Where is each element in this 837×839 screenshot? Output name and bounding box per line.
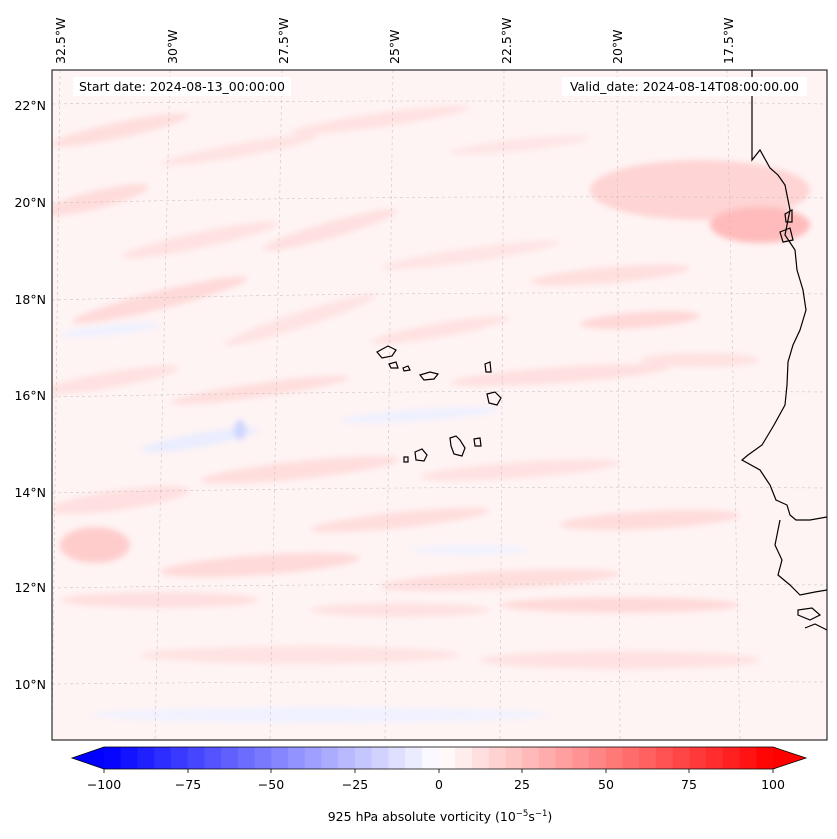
- colorbar-segments: [104, 747, 774, 769]
- lat-labels: 22°N 20°N 18°N 16°N 14°N 12°N 10°N: [14, 98, 46, 692]
- colorbar: −100 −75 −50 −25 0 25 50 75 100 925 hPa …: [70, 746, 808, 824]
- colorbar-segment: [706, 747, 724, 769]
- lon-label: 20°W: [610, 29, 625, 64]
- colorbar-segment: [622, 747, 640, 769]
- colorbar-label: 925 hPa absolute vorticity (10−5s−1): [328, 809, 553, 824]
- lat-label: 12°N: [14, 580, 46, 595]
- colorbar-segment: [655, 747, 674, 769]
- colorbar-segment: [271, 747, 289, 769]
- lon-labels: 32.5°W 30°W 27.5°W 25°W 22.5°W 20°W 17.5…: [53, 18, 736, 64]
- colorbar-segment: [572, 747, 590, 769]
- colorbar-segment: [538, 747, 557, 769]
- vorticity-field: [52, 70, 827, 740]
- colorbar-label-end: ): [547, 809, 552, 824]
- colorbar-segment: [120, 747, 139, 769]
- colorbar-segment: [756, 747, 774, 769]
- colorbar-segment: [187, 747, 205, 769]
- colorbar-segment: [221, 747, 239, 769]
- lat-label: 18°N: [14, 292, 46, 307]
- lat-label: 10°N: [14, 677, 46, 692]
- colorbar-segment: [605, 747, 624, 769]
- colorbar-tick-label: −100: [87, 777, 121, 792]
- colorbar-segment: [471, 747, 490, 769]
- colorbar-segment: [739, 747, 757, 769]
- colorbar-tick-label: 75: [681, 777, 697, 792]
- colorbar-segment: [321, 747, 339, 769]
- colorbar-segment: [237, 747, 256, 769]
- colorbar-segment: [522, 747, 540, 769]
- colorbar-segment: [438, 747, 456, 769]
- colorbar-extend-max: [773, 747, 806, 769]
- lon-label: 30°W: [165, 29, 180, 64]
- lon-label: 25°W: [387, 29, 402, 64]
- colorbar-segment: [304, 747, 323, 769]
- colorbar-segment: [254, 747, 272, 769]
- lon-label: 22.5°W: [499, 18, 514, 64]
- colorbar-extend-min: [72, 747, 104, 769]
- colorbar-segment: [104, 747, 122, 769]
- colorbar-tick-label: 50: [598, 777, 614, 792]
- colorbar-label-main: 925 hPa absolute vorticity (10: [328, 809, 516, 824]
- colorbar-segment: [371, 747, 389, 769]
- lat-label: 16°N: [14, 388, 46, 403]
- colorbar-segment: [672, 747, 690, 769]
- colorbar-tick-label: −75: [175, 777, 201, 792]
- colorbar-label-mid: s: [528, 809, 535, 824]
- colorbar-segment: [388, 747, 406, 769]
- colorbar-segment: [287, 747, 306, 769]
- colorbar-label-exp2: −1: [535, 809, 548, 819]
- start-date-label: Start date: 2024-08-13_00:00:00: [73, 77, 291, 96]
- colorbar-segment: [170, 747, 189, 769]
- colorbar-ticks: [103, 769, 774, 773]
- valid-date-label: Valid_date: 2024-08-14T08:00:00.00: [561, 77, 807, 96]
- colorbar-segment: [405, 747, 423, 769]
- lon-label: 27.5°W: [276, 18, 291, 64]
- colorbar-segment: [505, 747, 523, 769]
- colorbar-segment: [455, 747, 473, 769]
- colorbar-segment: [639, 747, 657, 769]
- colorbar-tick-label: 100: [761, 777, 785, 792]
- colorbar-tick-label: 25: [514, 777, 530, 792]
- colorbar-segment: [154, 747, 172, 769]
- colorbar-label-exp1: −5: [516, 809, 529, 819]
- lon-label: 17.5°W: [721, 18, 736, 64]
- lat-label: 20°N: [14, 195, 46, 210]
- colorbar-tick-label: 0: [435, 777, 443, 792]
- graticule: [52, 70, 827, 740]
- colorbar-segment: [722, 747, 741, 769]
- colorbar-segment: [204, 747, 222, 769]
- lon-label: 32.5°W: [53, 18, 68, 64]
- colorbar-tick-label: −50: [258, 777, 284, 792]
- colorbar-tick-labels: −100 −75 −50 −25 0 25 50 75 100: [87, 777, 785, 792]
- map-frame: [51, 69, 828, 741]
- colorbar-segment: [354, 747, 373, 769]
- colorbar-segment: [689, 747, 707, 769]
- colorbar-segment: [421, 747, 440, 769]
- colorbar-segment: [589, 747, 607, 769]
- lat-label: 14°N: [14, 485, 46, 500]
- colorbar-segment: [555, 747, 573, 769]
- lat-label: 22°N: [14, 98, 46, 113]
- coastlines: [376, 70, 827, 631]
- colorbar-segment: [488, 747, 507, 769]
- colorbar-tick-label: −25: [342, 777, 368, 792]
- colorbar-segment: [137, 747, 155, 769]
- colorbar-segment: [338, 747, 356, 769]
